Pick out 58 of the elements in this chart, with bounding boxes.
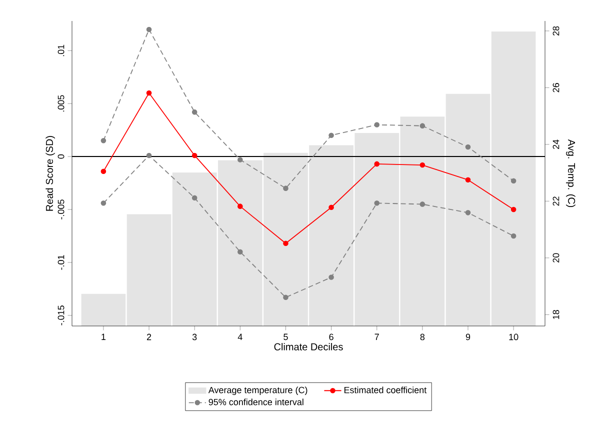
point [374,122,380,128]
point [146,152,152,158]
point [328,274,334,280]
x-tick-label: 6 [329,334,334,340]
point [420,202,426,207]
point [283,294,288,300]
x-tick-label: 3 [192,334,197,340]
point [100,200,106,206]
y-axis-title: Read Score (SD) [46,136,55,211]
legend-label: Estimated coefficient [344,386,427,394]
point [328,132,334,138]
point [420,123,426,128]
y-tick-label: 0 [58,154,64,159]
x-tick-label: 5 [284,334,288,340]
y2-tick-label: 22 [552,196,560,206]
legend-label: 95% confidence interval [208,398,304,406]
point [238,157,243,162]
point [374,161,380,167]
point [146,90,152,96]
point [192,195,198,200]
point [510,206,516,212]
y2-tick-label: 28 [552,26,560,36]
point [238,204,243,209]
y-tick-label: -.015 [58,306,64,326]
y2-tick-label: 18 [552,310,560,319]
y2-axis-title: Avg. Temp. (C) [566,139,576,208]
point [238,249,243,255]
x-axis-title: Climate Deciles [274,343,343,350]
point [420,162,426,168]
point [374,200,380,206]
point [510,178,516,184]
y2-tick-label: 24 [552,140,560,149]
point [283,186,288,191]
x-tick-label: 7 [374,334,379,340]
y-tick-label: -.005 [58,200,64,220]
y-tick-label: .005 [58,95,64,112]
x-tick-label: 1 [102,334,106,340]
point [328,204,334,210]
point [146,26,152,32]
point [192,152,198,158]
point [510,233,516,239]
y2-tick-label: 26 [552,83,560,92]
y-tick-label: -.01 [58,255,64,270]
x-tick-label: 2 [146,334,152,340]
legend-label: Average temperature (C) [208,386,308,395]
x-tick-label: 9 [466,334,470,340]
point [192,109,198,115]
point [465,210,471,216]
x-tick-label: 8 [420,334,425,340]
y-tick-label: .01 [58,44,64,56]
x-tick-label: 4 [238,334,242,340]
point [465,177,471,182]
y2-tick-label: 20 [552,253,560,262]
point [283,240,288,246]
point [100,138,106,144]
x-tick-label: 10 [509,334,518,340]
point [100,168,106,174]
point [465,144,471,150]
